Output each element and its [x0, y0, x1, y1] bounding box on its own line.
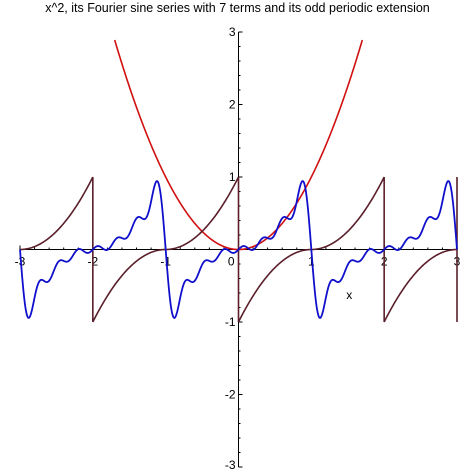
y-tick-label: -1 — [225, 315, 236, 329]
y-tick-label: 1 — [229, 170, 236, 184]
chart-title: x^2, its Fourier sine series with 7 term… — [45, 1, 430, 15]
y-tick-label: -2 — [225, 388, 236, 402]
x-tick-label: 0 — [228, 255, 235, 269]
y-tick-label: 2 — [229, 98, 236, 112]
series — [19, 39, 458, 323]
x-axis-label: x — [346, 288, 352, 302]
y-tick-label: -3 — [225, 458, 236, 472]
y-tick-label: 3 — [229, 25, 236, 39]
series-line-fourier-sine — [19, 180, 458, 319]
